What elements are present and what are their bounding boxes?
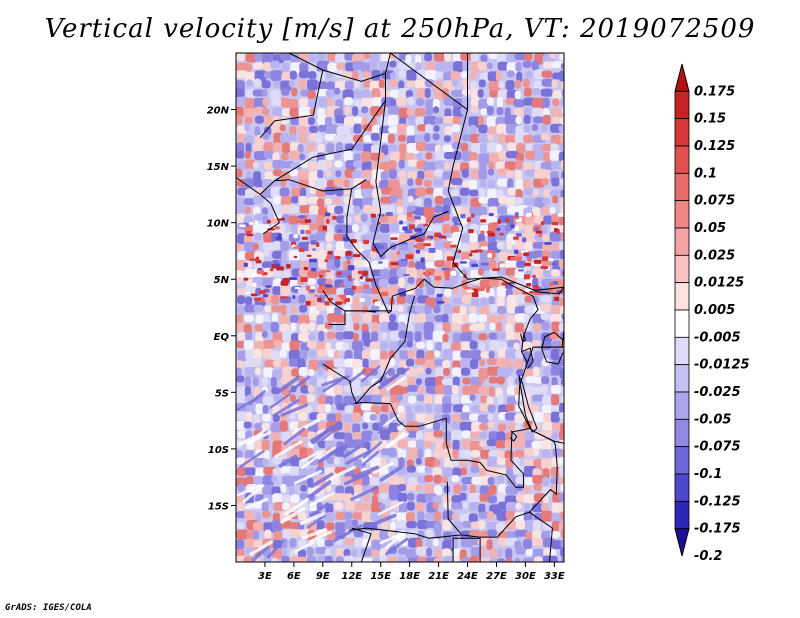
lon-tick-label: 30E (515, 571, 536, 582)
colorbar-level-label: -0.05 (694, 412, 731, 427)
colorbar-swatch (674, 227, 690, 256)
map-title: Vertical velocity [m/s] at 250hPa, VT: 2… (44, 14, 756, 44)
velocity-field (236, 53, 564, 562)
lat-tick-label: 10N (207, 219, 230, 230)
colorbar-level-label: -0.005 (694, 330, 741, 345)
colorbar-level-label: 0.05 (694, 221, 726, 236)
colorbar-level-label: 0.025 (694, 248, 735, 263)
colorbar-swatch (674, 336, 690, 366)
colorbar-level-label: 0.005 (694, 303, 735, 318)
colorbar-level-label: -0.025 (694, 385, 741, 400)
colorbar-level-label: 0.1 (694, 166, 717, 181)
colorbar-swatch (674, 391, 690, 420)
colorbar-level-label: 0.125 (694, 139, 735, 154)
grads-credit: GrADS: IGES/COLA (5, 603, 92, 613)
colorbar-level-label: -0.0125 (694, 358, 750, 373)
lon-tick-label: 15E (370, 571, 391, 582)
longitude-axis: 3E 6E 9E 12E 15E 18E 21E 24E 27E 30E 33E (258, 562, 565, 582)
colorbar-level-label: -0.175 (694, 522, 741, 537)
lon-tick-label: 6E (287, 571, 301, 582)
lat-tick-label: 5N (214, 275, 230, 286)
colorbar-level-label: -0.075 (694, 440, 741, 455)
colorbar-level-label: 0.175 (694, 84, 735, 99)
colorbar-swatch (674, 254, 690, 284)
lon-tick-label: 21E (428, 571, 449, 582)
colorbar-swatch (674, 145, 690, 174)
colorbar-swatch (674, 90, 690, 120)
colorbar-level-label: 0.15 (694, 112, 726, 127)
lon-tick-label: 9E (316, 571, 330, 582)
colorbar-level-label: -0.1 (694, 467, 722, 482)
lat-tick-label: 10S (208, 445, 229, 456)
colorbar-swatch (674, 309, 690, 338)
lon-tick-label: 33E (544, 571, 565, 582)
colorbar-swatch (674, 364, 690, 393)
lon-tick-label: 12E (341, 571, 362, 582)
colorbar-level-label: 0.075 (694, 194, 735, 209)
map-frame (235, 52, 565, 563)
country-borders (236, 53, 564, 562)
colorbar-swatch (674, 172, 690, 202)
colorbar-swatch (674, 473, 690, 502)
lat-tick-label: 15S (208, 501, 229, 512)
lon-tick-label: 3E (258, 571, 272, 582)
lat-tick-label: EQ (214, 332, 230, 343)
colorbar-swatch (674, 282, 690, 311)
colorbar: 0.175 0.15 0.125 0.1 0.075 0.05 0.025 0.0125 0.0… (674, 63, 750, 564)
colorbar-swatch (674, 200, 690, 229)
colorbar-swatch (674, 500, 690, 530)
lon-tick-label: 18E (399, 571, 420, 582)
lat-tick-label: 5S (215, 388, 229, 399)
latitude-axis: 20N 15N 10N 5N EQ 5S 10S 15S (207, 106, 236, 512)
lon-tick-label: 24E (457, 571, 478, 582)
colorbar-level-label: 0.0125 (694, 276, 744, 291)
colorbar-level-label: -0.125 (694, 494, 741, 509)
colorbar-swatch (674, 118, 690, 147)
colorbar-swatch (674, 446, 690, 475)
colorbar-swatch (674, 418, 690, 448)
lat-tick-label: 15N (207, 162, 230, 173)
lon-tick-label: 27E (486, 571, 507, 582)
lat-tick-label: 20N (207, 106, 230, 117)
colorbar-level-label: -0.2 (694, 549, 722, 564)
